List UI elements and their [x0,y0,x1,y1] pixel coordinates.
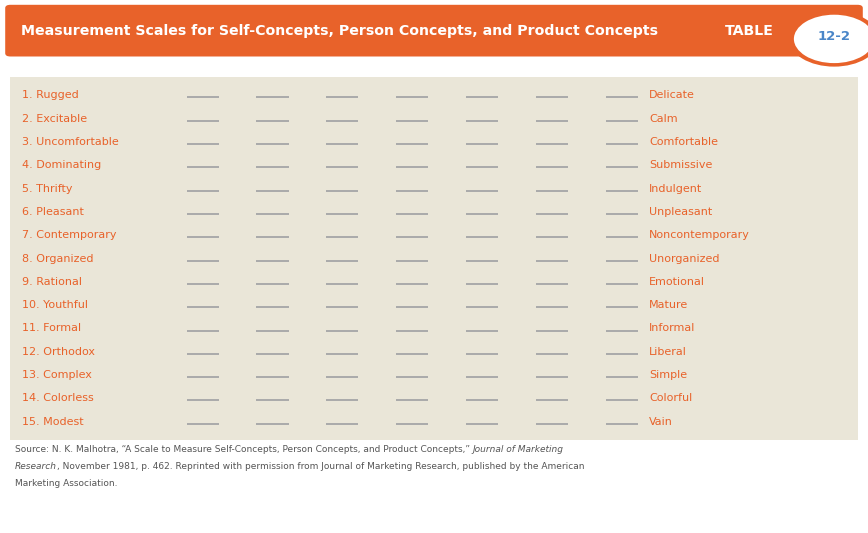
Text: Liberal: Liberal [649,347,687,357]
Text: Calm: Calm [649,114,678,124]
Text: Research: Research [15,462,56,471]
Text: Vain: Vain [649,417,674,427]
Text: Simple: Simple [649,370,687,380]
Text: 14. Colorless: 14. Colorless [22,393,94,403]
Text: 3. Uncomfortable: 3. Uncomfortable [22,137,118,147]
Text: Submissive: Submissive [649,160,713,170]
Text: Informal: Informal [649,324,695,334]
Text: 2. Excitable: 2. Excitable [22,114,87,124]
Text: 10. Youthful: 10. Youthful [22,300,88,310]
Text: Measurement Scales for Self-Concepts, Person Concepts, and Product Concepts: Measurement Scales for Self-Concepts, Pe… [21,23,658,38]
Text: 12-2: 12-2 [818,30,851,43]
Text: Journal of Marketing: Journal of Marketing [473,445,563,454]
Text: Noncontemporary: Noncontemporary [649,230,750,240]
Text: Indulgent: Indulgent [649,183,702,193]
Text: 11. Formal: 11. Formal [22,324,81,334]
Text: , November 1981, p. 462. Reprinted with permission from Journal of Marketing Res: , November 1981, p. 462. Reprinted with … [56,462,584,471]
Circle shape [789,11,868,67]
Text: 13. Complex: 13. Complex [22,370,92,380]
Text: 7. Contemporary: 7. Contemporary [22,230,116,240]
Text: Marketing Association.: Marketing Association. [15,479,117,488]
Text: Unpleasant: Unpleasant [649,207,713,217]
Text: 9. Rational: 9. Rational [22,277,82,287]
Text: TABLE: TABLE [725,23,773,38]
Circle shape [792,13,868,64]
FancyBboxPatch shape [5,5,863,56]
Text: 6. Pleasant: 6. Pleasant [22,207,83,217]
Text: Mature: Mature [649,300,688,310]
Text: Comfortable: Comfortable [649,137,718,147]
Text: 15. Modest: 15. Modest [22,417,83,427]
Text: 12. Orthodox: 12. Orthodox [22,347,95,357]
Text: Delicate: Delicate [649,90,695,100]
Text: 8. Organized: 8. Organized [22,254,93,263]
Text: Unorganized: Unorganized [649,254,720,263]
Text: Emotional: Emotional [649,277,706,287]
Text: 4. Dominating: 4. Dominating [22,160,101,170]
Text: Source: N. K. Malhotra, “A Scale to Measure Self-Concepts, Person Concepts, and : Source: N. K. Malhotra, “A Scale to Meas… [15,445,473,454]
Text: 5. Thrifty: 5. Thrifty [22,183,72,193]
Text: Colorful: Colorful [649,393,693,403]
Bar [10,77,858,440]
Text: 1. Rugged: 1. Rugged [22,90,78,100]
